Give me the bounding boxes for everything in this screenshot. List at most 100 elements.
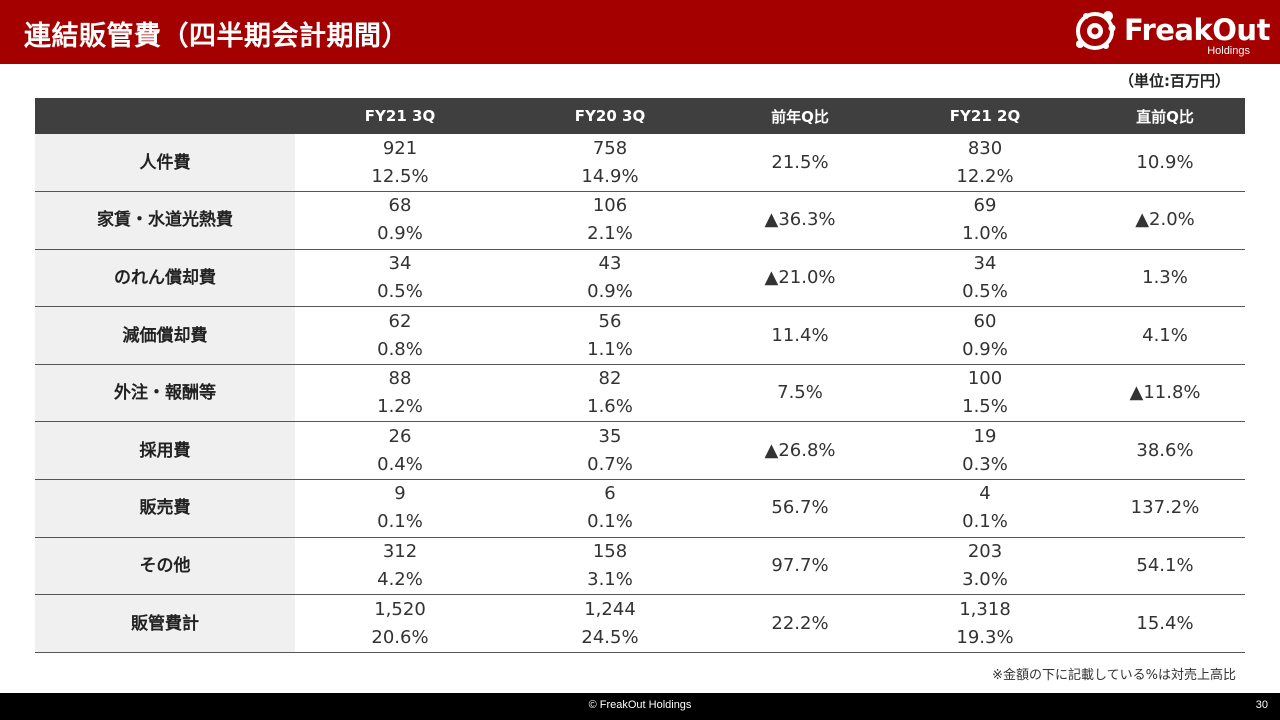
sales-ratio: 0.9% (377, 223, 423, 245)
cell-fy21-3q: 921 12.5% (295, 134, 505, 193)
amount-value: 62 (388, 310, 412, 332)
row-label: 外注・報酬等 (35, 364, 295, 423)
page-title: 連結販管費（四半期会計期間） (24, 21, 409, 52)
sales-ratio: 12.2% (956, 165, 1014, 187)
amount-value: 35 (598, 425, 622, 447)
unit-note: （単位:百万円） (1119, 72, 1230, 90)
sales-ratio: 0.7% (587, 453, 633, 475)
amount-value: 34 (388, 252, 412, 274)
cell-yoy: ▲21.0% (715, 249, 885, 308)
amount-value: 4 (979, 483, 991, 505)
row-label: 人件費 (35, 134, 295, 193)
row-label: 家賃・水道光熱費 (35, 191, 295, 250)
amount-value: 6 (604, 483, 616, 505)
sales-ratio: 12.5% (371, 165, 429, 187)
column-header-yoy: 前年Q比 (715, 98, 885, 134)
cell-fy21-3q: 34 0.5% (295, 249, 505, 308)
sales-ratio: 2.1% (587, 223, 633, 245)
amount-value: 34 (973, 252, 997, 274)
amount-value: 9 (394, 483, 406, 505)
table-row: 減価償却費 62 0.8% 56 1.1% 11.4% 60 0.9% 4.1% (35, 306, 1245, 365)
table-row: その他 312 4.2% 158 3.1% 97.7% 203 3.0% 54.1% (35, 537, 1245, 596)
cell-fy21-2q: 69 1.0% (885, 191, 1085, 250)
cell-fy21-2q: 19 0.3% (885, 421, 1085, 481)
cell-yoy: 7.5% (715, 364, 885, 423)
amount-value: 60 (973, 310, 997, 332)
sales-ratio: 0.1% (377, 511, 423, 533)
amount-value: 203 (967, 540, 1003, 562)
cell-fy20-3q: 43 0.9% (505, 249, 715, 308)
cell-fy21-2q: 4 0.1% (885, 479, 1085, 538)
table-row: のれん償却費 34 0.5% 43 0.9% ▲21.0% 34 0.5% 1.3% (35, 249, 1245, 308)
table-row: 採用費 26 0.4% 35 0.7% ▲26.8% 19 0.3% 38.6% (35, 421, 1245, 481)
logo-subtext: Holdings (1207, 45, 1250, 57)
cell-qoq: 10.9% (1085, 134, 1245, 193)
sales-ratio: 20.6% (371, 626, 429, 648)
cell-fy21-3q: 88 1.2% (295, 364, 505, 423)
cell-fy21-2q: 1,318 19.3% (885, 594, 1085, 653)
row-label: 販管費計 (35, 594, 295, 653)
cell-fy21-2q: 60 0.9% (885, 306, 1085, 365)
sales-ratio: 0.5% (377, 280, 423, 302)
amount-value: 312 (382, 540, 418, 562)
footnote: ※金額の下に記載している%は対売上高比 (992, 668, 1236, 683)
column-header-fy21-2q: FY21 2Q (885, 98, 1085, 134)
cell-fy20-3q: 1,244 24.5% (505, 594, 715, 653)
cell-yoy: 22.2% (715, 594, 885, 653)
sales-ratio: 0.1% (962, 511, 1008, 533)
header-bar: 連結販管費（四半期会計期間） FreakOut Holdings (0, 0, 1280, 64)
cell-fy20-3q: 758 14.9% (505, 134, 715, 193)
page-number: 30 (1255, 699, 1268, 711)
sales-ratio: 0.3% (962, 453, 1008, 475)
cell-yoy: 97.7% (715, 537, 885, 596)
cell-qoq: 1.3% (1085, 249, 1245, 308)
cell-fy20-3q: 56 1.1% (505, 306, 715, 365)
cell-fy21-2q: 100 1.5% (885, 364, 1085, 423)
amount-value: 19 (973, 425, 997, 447)
cell-qoq: 4.1% (1085, 306, 1245, 365)
cell-qoq: 38.6% (1085, 421, 1245, 481)
cell-qoq: 54.1% (1085, 537, 1245, 596)
sales-ratio: 1.1% (587, 338, 633, 360)
amount-value: 106 (592, 195, 628, 217)
sales-ratio: 3.0% (962, 568, 1008, 590)
cell-fy20-3q: 35 0.7% (505, 421, 715, 481)
amount-value: 1,520 (374, 598, 426, 620)
sales-ratio: 0.8% (377, 338, 423, 360)
amount-value: 758 (592, 137, 628, 159)
sales-ratio: 1.2% (377, 396, 423, 418)
sales-ratio: 1.0% (962, 223, 1008, 245)
sales-ratio: 1.6% (587, 396, 633, 418)
cell-fy21-2q: 830 12.2% (885, 134, 1085, 193)
table-row: 外注・報酬等 88 1.2% 82 1.6% 7.5% 100 1.5% ▲11.8% (35, 364, 1245, 423)
sales-ratio: 0.5% (962, 280, 1008, 302)
cell-fy21-3q: 26 0.4% (295, 421, 505, 481)
table-header-row: FY21 3Q FY20 3Q 前年Q比 FY21 2Q 直前Q比 (35, 98, 1245, 134)
cell-fy20-3q: 82 1.6% (505, 364, 715, 423)
sales-ratio: 0.4% (377, 453, 423, 475)
table-row: 家賃・水道光熱費 68 0.9% 106 2.1% ▲36.3% 69 1.0% ▲2.0% (35, 191, 1245, 250)
amount-value: 88 (388, 368, 412, 390)
cell-qoq: 15.4% (1085, 594, 1245, 653)
cell-fy21-3q: 1,520 20.6% (295, 594, 505, 653)
sga-cost-table: FY21 3Q FY20 3Q 前年Q比 FY21 2Q 直前Q比 人件費 921… (35, 98, 1245, 653)
sales-ratio: 19.3% (956, 626, 1014, 648)
table-row: 販管費計 1,520 20.6% 1,244 24.5% 22.2% 1,318 19.3% 1… (35, 594, 1245, 653)
sales-ratio: 4.2% (377, 568, 423, 590)
column-header-fy20-3q: FY20 3Q (505, 98, 715, 134)
table-row: 人件費 921 12.5% 758 14.9% 21.5% 830 12.2% 10.9% (35, 134, 1245, 193)
amount-value: 1,244 (584, 598, 636, 620)
cell-fy21-3q: 68 0.9% (295, 191, 505, 250)
cell-yoy: 56.7% (715, 479, 885, 538)
amount-value: 100 (967, 368, 1003, 390)
logo-mark-icon (1076, 11, 1116, 50)
footer-bar: © FreakOut Holdings 30 (0, 693, 1280, 720)
sales-ratio: 1.5% (962, 396, 1008, 418)
amount-value: 830 (967, 137, 1003, 159)
row-label: 販売費 (35, 479, 295, 538)
amount-value: 69 (973, 195, 997, 217)
cell-fy21-3q: 312 4.2% (295, 537, 505, 596)
sales-ratio: 0.1% (587, 511, 633, 533)
row-label: 採用費 (35, 421, 295, 481)
row-label: のれん償却費 (35, 249, 295, 308)
